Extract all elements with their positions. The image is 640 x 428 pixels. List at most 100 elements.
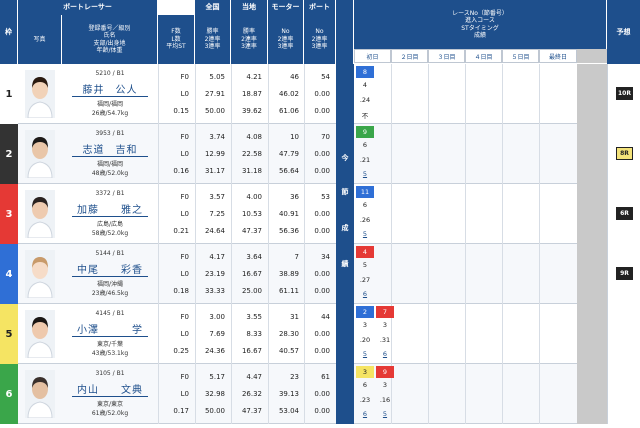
grid-line [502,304,503,364]
stat-value: 40.57 [278,347,299,355]
header-race-line: 進入コース [465,17,495,24]
stat-value: 18.87 [241,90,262,98]
race-result[interactable]: 6 [362,290,368,298]
race-result[interactable]: 5 [362,170,368,178]
header-fl: F数 L数 平均ST [158,15,195,64]
header-zenkoku-sub: 勝率 2連率 3連率 [195,15,231,64]
forecast-race-badge[interactable]: 6R [616,207,633,220]
grid-line [539,124,540,184]
forecast-race-badge[interactable]: 10R [616,87,633,100]
motor-stats: 36 40.91 56.36 [268,184,305,244]
stat-value: 40.91 [278,210,299,218]
race-result[interactable]: 5 [362,230,368,238]
entry-course: 6 [362,141,368,149]
boat-stats: 70 0.00 0.00 [304,124,336,184]
race-number[interactable]: 11 [356,186,374,198]
racer-name-link[interactable]: 中尾 彩香 [72,261,148,277]
racer-photo [18,364,62,424]
st-timing: .20 [359,336,371,344]
header-photo: 写真 [18,15,62,64]
day-tab-final[interactable]: 最終日 [539,49,577,63]
race-number[interactable]: 8 [356,66,374,78]
setsu-char: 績 [341,260,349,268]
header-rate: 勝率 [242,28,255,36]
header-reg-line: 年齢/体重 [96,47,123,54]
race-number[interactable]: 9 [356,126,374,138]
gap-column [336,364,354,424]
stat-value: 5.05 [209,73,225,81]
stat-value: 0.00 [314,270,330,278]
race-number[interactable]: 4 [356,246,374,258]
racer-name-link[interactable]: 内山 文典 [72,381,148,397]
racer-name-link[interactable]: 藤井 公人 [72,81,148,97]
stat-value: 0.00 [314,107,330,115]
stat-value: 47.79 [278,150,299,158]
racer-name-link[interactable]: 加藤 雅之 [72,201,148,217]
stat-value: 7.25 [209,210,225,218]
series-race: 3 6 .23 6 [356,364,374,424]
series-race: 9 6 .21 5 [356,124,374,184]
racer-photo [18,124,62,184]
racer-name-link[interactable]: 志道 吉和 [72,141,148,157]
setsu-char: 節 [341,188,349,196]
series-race: 7 3 .31 6 [376,304,394,364]
boat-stats: 54 0.00 0.00 [304,64,336,124]
race-result[interactable]: 5 [382,410,388,418]
gray-column [577,244,607,304]
day-tab-4[interactable]: ４日目 [465,49,502,63]
gap-column [336,304,354,364]
forecast-race-badge[interactable]: 9R [616,267,633,280]
header-boat: ボート [304,0,336,15]
st-timing: .23 [359,396,371,404]
waku-number: 5 [0,304,18,364]
race-number[interactable]: 9 [376,366,394,378]
forecast-cell: 9R [607,244,640,304]
stat-value: 0.16 [173,167,189,175]
race-result[interactable]: 5 [362,350,368,358]
stat-value: 25.00 [241,287,262,295]
waku-number: 3 [0,184,18,244]
racer-row: 3 3372 / B1 加藤 雅之 広島/広島 58歳/52.0kg F0 L0… [0,184,640,244]
header-f: F数 [171,28,181,36]
boat-stats: 44 0.00 0.00 [304,304,336,364]
zenkoku-stats: 5.17 32.98 50.00 [195,364,231,424]
forecast-race-badge[interactable]: 8R [616,147,633,160]
zenkoku-stats: 3.74 12.99 31.17 [195,124,231,184]
race-number[interactable]: 7 [376,306,394,318]
grid-line [465,124,466,184]
racer-age-weight: 23歳/46.5kg [91,290,129,297]
stat-value: 3.64 [246,253,262,261]
entry-course: 6 [362,201,368,209]
stat-value: 36 [290,193,299,201]
racer-name-link[interactable]: 小澤 学 [72,321,148,337]
stat-value: 0.00 [314,90,330,98]
day-tab-1[interactable]: 初日 [354,49,391,63]
day-tab-2[interactable]: ２日目 [391,49,428,63]
race-result[interactable]: 6 [362,410,368,418]
stat-value: 10 [290,133,299,141]
waku-number: 4 [0,244,18,304]
stat-value: 3.00 [209,313,225,321]
fl-stats: F0 L0 0.21 [158,184,195,244]
header-rate: 3連率 [277,43,294,51]
race-number[interactable]: 2 [356,306,374,318]
race-number[interactable]: 3 [356,366,374,378]
waku-number: 2 [0,124,18,184]
stat-value: L0 [180,270,189,278]
day-tab-3[interactable]: ３日目 [428,49,465,63]
stat-value: 0.21 [173,227,189,235]
stat-value: 0.00 [314,167,330,175]
grid-line [428,364,429,424]
grid-line [391,364,392,424]
stat-value: L0 [180,90,189,98]
grid-line [502,184,503,244]
racer-branch: 福岡/福岡 [96,161,124,168]
day-tab-5[interactable]: ５日目 [502,49,539,63]
motor-stats: 10 47.79 56.64 [268,124,305,184]
motor-stats: 7 38.89 61.11 [268,244,305,304]
race-result: 不 [361,112,369,120]
motor-stats: 46 46.02 61.06 [268,64,305,124]
stat-value: 31.18 [241,167,262,175]
race-result[interactable]: 6 [382,350,388,358]
forecast-cell: 8R [607,124,640,184]
